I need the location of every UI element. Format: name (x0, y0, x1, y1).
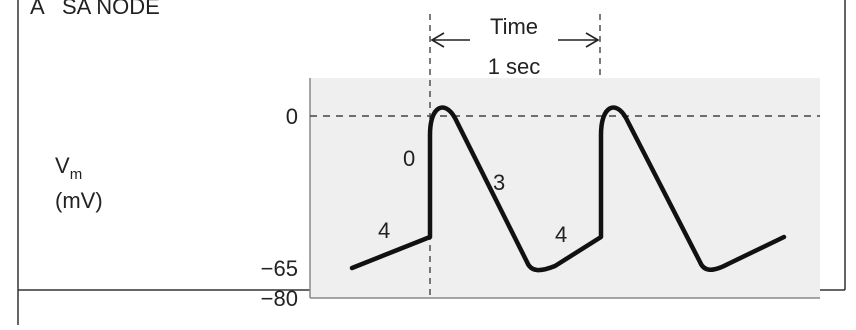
panel-title: SA NODE (62, 0, 160, 19)
y-label-main: Vm (55, 153, 82, 183)
plot-background (310, 78, 820, 298)
time-arrow-right-head (585, 32, 600, 48)
phase-label-4-second: 4 (555, 222, 567, 247)
y-label-unit: (mV) (55, 188, 103, 213)
action-potential-trace (349, 105, 787, 273)
phase-label-3: 3 (493, 170, 505, 195)
time-label: Time (490, 14, 538, 39)
y-tick-0: 0 (286, 104, 298, 129)
time-arrow-left-head (430, 32, 445, 48)
phase-label-4-first: 4 (378, 218, 390, 243)
y-tick-minus65: −65 (261, 256, 298, 281)
y-tick-minus80: −80 (261, 286, 298, 311)
time-value: 1 sec (488, 54, 541, 79)
panel-label: A (30, 0, 45, 19)
phase-label-0: 0 (403, 146, 415, 171)
